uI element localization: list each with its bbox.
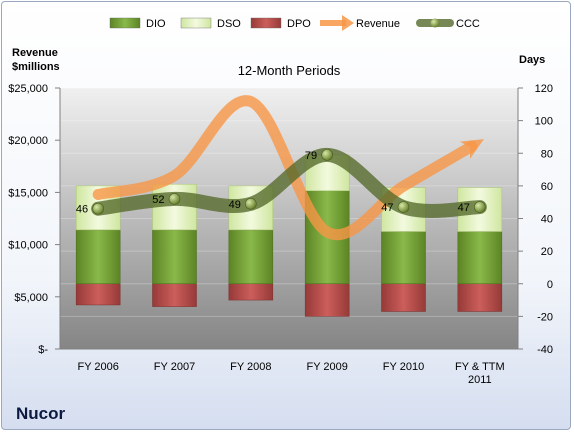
right-axis-title: Days	[519, 54, 545, 66]
right-tick-label: 60	[541, 181, 553, 193]
dpo-bar	[457, 283, 503, 312]
right-tick-label: 80	[541, 148, 553, 160]
category-label: FY 2006	[77, 361, 118, 373]
right-axis-ticks: -40 -20 0 20 40 60 80 100 120	[517, 83, 553, 356]
dio-bar	[381, 231, 426, 285]
chart-title: 12-Month Periods	[238, 63, 341, 78]
ccc-point	[92, 202, 104, 215]
category-label: 2011	[468, 374, 492, 386]
dpo-bar	[304, 283, 350, 317]
dpo-bar	[152, 283, 197, 307]
right-tick-label: -40	[537, 344, 553, 356]
revenue-line	[92, 95, 484, 241]
ccc-data-label: 79	[305, 150, 317, 162]
left-axis-title-line1: Revenue	[12, 47, 58, 59]
right-tick-label: 120	[535, 83, 553, 95]
legend-label-revenue: Revenue	[356, 18, 400, 30]
legend-label-dso: DSO	[217, 18, 241, 30]
plot-area	[60, 88, 518, 349]
line-series: 46 52 49 79 47 47	[76, 95, 487, 241]
legend-swatch-dso	[180, 17, 212, 29]
left-tick-label: $20,000	[8, 135, 48, 147]
dio-bar	[228, 229, 274, 284]
left-tick-label: $25,000	[8, 83, 48, 95]
legend-label-ccc: CCC	[456, 18, 480, 30]
legend-label-dio: DIO	[146, 18, 166, 30]
legend-ccc-dot	[430, 18, 440, 28]
ccc-data-label: 46	[76, 204, 88, 216]
dio-bar	[75, 229, 121, 284]
category-label: FY 2007	[154, 361, 195, 373]
left-tick-label: $15,000	[8, 187, 48, 199]
ccc-point	[321, 149, 333, 161]
ccc-point	[245, 198, 257, 210]
left-tick-label: $5,000	[14, 292, 48, 304]
category-label: FY & TTM	[455, 361, 505, 373]
left-axis-title-line2: $millions	[12, 61, 60, 73]
left-axis-ticks: $- $5,000 $10,000 $15,000 $20,000 $25,000	[8, 83, 61, 356]
dpo-bar	[228, 283, 274, 301]
dio-bar	[457, 231, 503, 285]
left-tick-label: $-	[38, 344, 48, 356]
left-tick-label: $10,000	[8, 240, 48, 252]
dpo-bar	[75, 283, 121, 306]
right-tick-label: 20	[541, 246, 553, 258]
ccc-point	[168, 193, 181, 205]
legend-arrowhead	[342, 15, 354, 31]
ccc-point	[397, 201, 410, 213]
right-tick-label: 0	[547, 279, 553, 291]
category-label: FY 2009	[306, 361, 347, 373]
ccc-data-label: 47	[381, 202, 393, 214]
legend-label-dpo: DPO	[287, 18, 311, 30]
category-label: FY 2008	[230, 361, 271, 373]
ccc-data-label: 49	[229, 199, 241, 211]
legend-swatch-dio	[109, 17, 141, 29]
right-tick-label: 40	[541, 214, 553, 226]
right-tick-label: -20	[537, 311, 553, 323]
category-labels: FY 2006 FY 2007 FY 2008 FY 2009 FY 2010 FY & …	[60, 348, 518, 386]
ccc-point	[474, 201, 486, 213]
legend: DIO DSO DPO Revenue CCC	[109, 15, 480, 31]
dpo-bar	[381, 283, 426, 312]
ccc-data-label: 47	[458, 202, 470, 214]
dio-bar	[152, 229, 197, 284]
right-tick-label: 100	[535, 116, 553, 128]
legend-swatch-dpo	[250, 17, 282, 29]
company-name: Nucor	[16, 404, 66, 423]
ccc-data-label: 52	[152, 194, 164, 206]
category-label: FY 2010	[383, 361, 424, 373]
